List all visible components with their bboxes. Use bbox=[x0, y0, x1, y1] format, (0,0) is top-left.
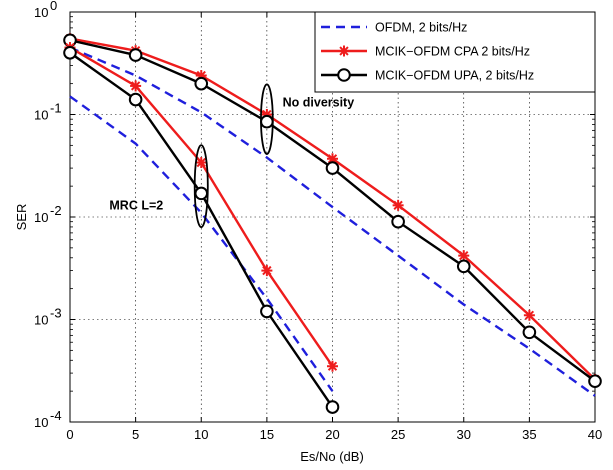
series-cpa-mrc bbox=[64, 42, 338, 372]
y-tick-label: 10 -1 bbox=[34, 101, 62, 123]
y-tick-label-exponent: -1 bbox=[50, 101, 62, 116]
data-point-star bbox=[195, 157, 207, 169]
data-point-star bbox=[261, 265, 273, 277]
x-tick-label: 0 bbox=[66, 427, 73, 442]
y-tick-label-base: 10 bbox=[34, 108, 48, 123]
y-tick-label-base: 10 bbox=[34, 5, 48, 20]
x-tick-label: 10 bbox=[194, 427, 208, 442]
data-point-circle bbox=[63, 45, 77, 60]
y-tick-label-base: 10 bbox=[34, 210, 48, 225]
annotation-label: No diversity bbox=[283, 95, 355, 109]
legend: OFDM, 2 bits/Hz MCIK−OFDM CPA 2 bits/Hz MC… bbox=[314, 11, 596, 93]
annotations: No diversity MRC L=2 bbox=[109, 83, 355, 229]
x-tick-label: 40 bbox=[588, 427, 602, 442]
series-cpa-no-diversity bbox=[64, 33, 601, 385]
data-point-circle bbox=[194, 76, 209, 91]
data-point-circle bbox=[128, 92, 143, 107]
star-stroke bbox=[459, 250, 469, 261]
star-stroke bbox=[130, 81, 141, 91]
y-tick-label-exponent: -2 bbox=[50, 203, 62, 218]
star-stroke bbox=[327, 154, 338, 164]
star-stroke bbox=[262, 265, 272, 276]
x-tick-label: 35 bbox=[522, 427, 536, 442]
y-tick-label: 10 -4 bbox=[34, 408, 62, 430]
series-ofdm-mrc bbox=[69, 95, 334, 392]
data-point-circle bbox=[194, 186, 209, 201]
y-tick-label: 10 -2 bbox=[34, 203, 62, 225]
data-point-circle bbox=[260, 114, 274, 129]
data-point-star bbox=[327, 360, 338, 372]
y-tick-label: 10 0 bbox=[34, 0, 57, 20]
x-tick-label: 5 bbox=[132, 427, 139, 442]
legend-label: OFDM, 2 bits/Hz bbox=[375, 21, 467, 35]
legend-entry: MCIK−OFDM UPA, 2 bits/Hz bbox=[321, 68, 534, 83]
annotation-ellipse bbox=[193, 144, 209, 229]
series-ofdm-no-diversity bbox=[69, 46, 596, 397]
data-point-circle bbox=[588, 374, 602, 389]
legend-entry: OFDM, 2 bits/Hz bbox=[321, 21, 467, 35]
data-point-star bbox=[458, 250, 470, 262]
y-tick-label-exponent: -3 bbox=[50, 306, 62, 321]
series-group bbox=[63, 33, 602, 414]
data-point-star bbox=[327, 153, 338, 165]
data-point-circle bbox=[325, 161, 340, 175]
y-tick-label: 10 -3 bbox=[34, 306, 62, 328]
y-axis-title: SER bbox=[14, 204, 29, 231]
series-line bbox=[69, 95, 334, 392]
star-stroke bbox=[196, 157, 206, 168]
data-point-star bbox=[392, 199, 404, 211]
star-stroke bbox=[339, 46, 349, 56]
data-point-circle bbox=[391, 214, 405, 229]
data-point-circle bbox=[522, 325, 537, 340]
y-tick-label-base: 10 bbox=[34, 415, 48, 430]
star-stroke bbox=[327, 361, 338, 371]
legend-entry: MCIK−OFDM CPA 2 bits/Hz bbox=[321, 45, 530, 59]
y-tick-label-exponent: 0 bbox=[50, 0, 57, 13]
annotation-label: MRC L=2 bbox=[109, 199, 163, 213]
series-upa-mrc bbox=[63, 45, 340, 414]
legend-label: MCIK−OFDM UPA, 2 bits/Hz bbox=[375, 69, 534, 83]
x-tick-label: 20 bbox=[325, 427, 339, 442]
series-upa-no-diversity bbox=[63, 33, 602, 389]
star-stroke bbox=[393, 200, 403, 210]
series-line bbox=[69, 46, 596, 397]
y-tick-label-base: 10 bbox=[34, 313, 48, 328]
data-point-circle bbox=[128, 48, 143, 62]
x-axis-title: Es/No (dB) bbox=[300, 449, 364, 464]
data-point-star bbox=[130, 80, 142, 92]
data-point-circle bbox=[325, 400, 340, 414]
x-tick-label: 25 bbox=[391, 427, 405, 442]
legend-marker-circle bbox=[337, 68, 351, 82]
legend-label: MCIK−OFDM CPA 2 bits/Hz bbox=[375, 45, 530, 59]
data-point-star bbox=[523, 309, 535, 321]
star-stroke bbox=[524, 310, 535, 320]
y-tick-label-exponent: -4 bbox=[50, 408, 62, 423]
legend-marker-star bbox=[338, 45, 350, 57]
x-tick-label: 30 bbox=[457, 427, 471, 442]
annotation-ellipse bbox=[260, 83, 274, 155]
data-point-circle bbox=[456, 259, 471, 274]
data-point-circle bbox=[260, 304, 274, 319]
x-tick-label: 15 bbox=[260, 427, 274, 442]
